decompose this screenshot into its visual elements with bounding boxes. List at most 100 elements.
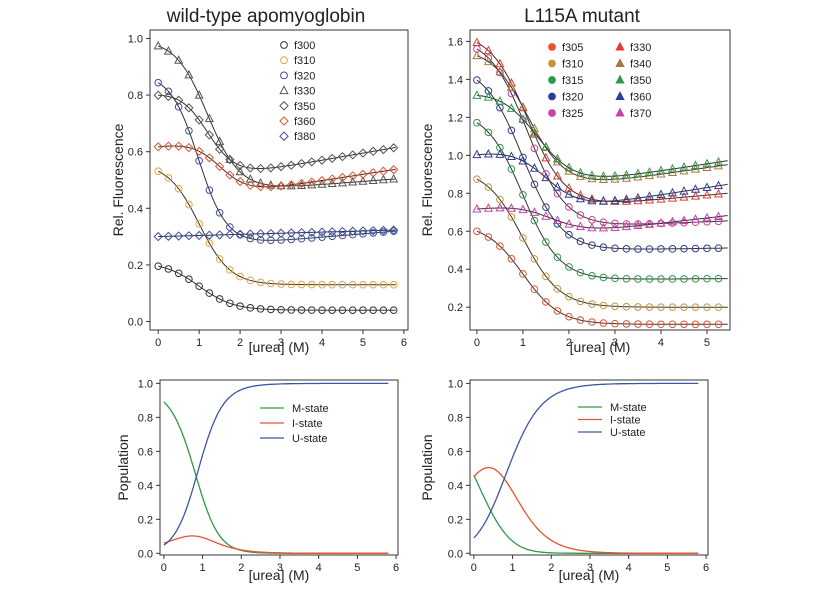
data-point-f340 — [472, 50, 482, 60]
legend-item-f350: f350 — [279, 101, 315, 113]
data-point-f320 — [645, 245, 654, 253]
data-point-f305 — [714, 320, 723, 329]
legend-label: f360 — [630, 92, 651, 104]
x-tick-label: 5 — [704, 337, 710, 349]
x-tick-label: 5 — [354, 562, 360, 574]
data-point-f360 — [541, 172, 551, 182]
x-tick-label: 1 — [510, 562, 516, 574]
legend-marker — [615, 74, 625, 84]
data-point-f325 — [714, 217, 723, 226]
data-point-f325 — [599, 218, 608, 227]
data-point-f360 — [483, 148, 493, 158]
data-point-f310 — [657, 303, 665, 311]
data-point-f340 — [483, 56, 493, 66]
data-point-f300 — [348, 306, 357, 314]
data-point-f360 — [587, 195, 597, 205]
fit-line-f340 — [476, 55, 728, 181]
data-point-f300 — [318, 306, 326, 314]
data-point-f315 — [473, 118, 481, 127]
data-point-f310 — [530, 255, 539, 263]
data-point-f305 — [691, 320, 700, 329]
data-point-f370 — [564, 219, 574, 228]
data-point-f380 — [358, 226, 368, 236]
data-point-f300 — [359, 306, 367, 314]
data-point-f300 — [174, 269, 183, 278]
data-point-f315 — [714, 274, 723, 283]
y-tick-label: 0.6 — [128, 147, 143, 159]
data-point-f380 — [245, 229, 256, 239]
y-axis-label: Rel. Fluorescence — [110, 123, 126, 236]
data-point-f330 — [174, 55, 184, 64]
data-point-f330 — [713, 188, 724, 198]
wt-fluorescence-panel: 0 1 2 3 4 5 6 0.0 0.2 0.4 0.6 0.8 1.0 [urea] (M) Rel. … — [110, 29, 409, 355]
data-point-f370 — [552, 215, 562, 224]
data-point-f320 — [484, 87, 493, 95]
data-point-f310 — [553, 284, 562, 293]
legend-label: f340 — [630, 59, 651, 71]
data-point-f320 — [622, 245, 631, 253]
data-point-f310 — [519, 234, 527, 242]
data-point-f330 — [317, 179, 327, 188]
y-tick-label: 1.0 — [448, 378, 463, 390]
legend-label: f350 — [630, 75, 651, 87]
data-point-f315 — [530, 216, 539, 225]
data-point-f380 — [296, 227, 307, 238]
data-point-f350 — [495, 96, 505, 105]
data-point-f310 — [164, 174, 173, 182]
data-point-f350 — [173, 95, 184, 105]
legend-item-f340: f340 — [615, 58, 651, 71]
data-point-f310 — [174, 184, 183, 193]
x-tick-label: 6 — [401, 337, 407, 349]
data-point-f350 — [266, 163, 276, 173]
data-point-f360 — [194, 146, 204, 156]
data-point-f360 — [552, 181, 562, 191]
data-point-f315 — [542, 238, 550, 246]
data-point-f350 — [598, 171, 608, 180]
data-point-f380 — [266, 228, 276, 239]
data-point-f360 — [644, 191, 655, 200]
data-point-f330 — [690, 191, 701, 200]
data-point-f360 — [327, 174, 337, 184]
data-point-f315 — [691, 275, 700, 283]
data-point-f380 — [307, 227, 317, 238]
y-tick-label: 0.8 — [448, 188, 463, 200]
data-point-f350 — [690, 160, 701, 169]
data-point-f360 — [598, 196, 608, 205]
fit-line-f315 — [476, 122, 728, 280]
data-point-f300 — [338, 306, 347, 314]
plot-frame — [149, 29, 409, 331]
data-point-f315 — [611, 274, 619, 283]
data-point-f360 — [225, 170, 235, 180]
legend-marker — [548, 76, 556, 84]
legend-item-f360: f360 — [615, 91, 651, 104]
y-axis-label: Population — [419, 434, 435, 500]
data-point-f320 — [668, 245, 677, 253]
data-point-f310 — [307, 280, 316, 289]
data-point-f320 — [246, 234, 255, 243]
legend-item-f330: f330 — [615, 41, 651, 54]
data-point-f320 — [611, 244, 619, 253]
data-point-f350 — [184, 103, 194, 113]
y-tick-label: 0.8 — [448, 412, 463, 424]
legend-label: f360 — [294, 116, 315, 128]
legend-label: U-state — [292, 433, 327, 445]
y-tick-label: 1.2 — [448, 112, 463, 124]
legend-marker — [615, 107, 625, 117]
y-tick-label: 0.6 — [448, 446, 463, 458]
data-point-f330 — [483, 45, 493, 55]
data-point-f300 — [205, 289, 214, 297]
legend-label: f310 — [562, 59, 583, 71]
legend-item-f330: f330 — [279, 85, 315, 98]
data-point-f360 — [506, 151, 516, 160]
data-point-f315 — [519, 191, 527, 199]
data-point-f370 — [679, 215, 689, 224]
data-point-f310 — [154, 167, 162, 175]
data-point-f300 — [256, 305, 265, 313]
data-point-f305 — [484, 233, 493, 241]
data-point-f320 — [205, 186, 214, 194]
data-point-f330 — [552, 170, 562, 180]
legend-marker — [279, 116, 289, 126]
data-point-f360 — [388, 165, 399, 175]
data-point-f360 — [610, 195, 620, 205]
x-tick-label: 2 — [238, 562, 244, 574]
